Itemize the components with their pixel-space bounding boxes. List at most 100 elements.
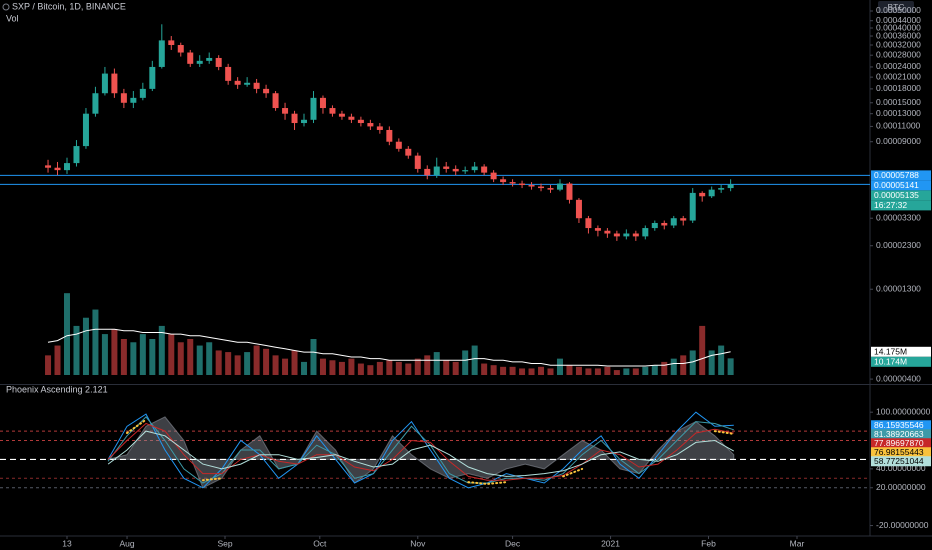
oscillator-value-label: 86.15935546 [874, 420, 924, 430]
candle-body [386, 129, 393, 142]
volume-bar [670, 358, 677, 375]
x-tick-label: Aug [119, 538, 134, 548]
volume-bar [414, 358, 421, 375]
level-label-box [871, 170, 931, 181]
candle-body [547, 188, 554, 190]
candle-body [253, 82, 260, 89]
candle-body [481, 166, 488, 173]
countdown: 16:27:32 [874, 200, 907, 210]
level-label: 0.00005788 [874, 170, 919, 180]
volume-bar [282, 358, 289, 375]
volume-bar [443, 360, 450, 375]
candle-body [263, 88, 270, 94]
x-tick-label: Sep [217, 538, 232, 548]
y-tick-label: 0.00040000 [876, 22, 921, 32]
candle-body [63, 163, 70, 171]
candle-body [699, 192, 706, 197]
candle-body [575, 199, 582, 219]
candle-body [604, 230, 611, 234]
volume-bar [481, 363, 488, 375]
oscillator-value-label-box [871, 429, 931, 440]
candle-body [433, 166, 440, 176]
candle-body [329, 108, 336, 114]
volume-bar [613, 370, 620, 375]
y-tick-label: 0.00021000 [876, 71, 921, 81]
candle-body [120, 93, 127, 103]
candle-body [528, 185, 535, 187]
candle-body [272, 93, 279, 109]
oscillator-value-label: 81.38920663 [874, 429, 924, 439]
candle-body [139, 88, 146, 98]
osc-y-tick-label: -20.00000000 [876, 520, 929, 530]
candle-body [54, 167, 61, 171]
candle-body [490, 172, 497, 180]
volume-bar [452, 361, 459, 375]
volume-ma-line [47, 328, 731, 367]
currency-label[interactable]: BTC [888, 2, 905, 12]
candle-body [101, 73, 108, 94]
volume-bar [718, 345, 725, 375]
volume-bar [490, 365, 497, 375]
currency-button[interactable] [878, 1, 914, 13]
volume-bar [253, 345, 260, 375]
y-tick-label: 0.00024000 [876, 61, 921, 71]
symbol-icon [2, 3, 10, 11]
volume-bar [661, 361, 668, 375]
y-tick-label: 0.00000400 [876, 373, 921, 383]
candle-body [566, 183, 573, 200]
volume-bar [651, 365, 658, 375]
candle-body [718, 188, 725, 190]
volume-bar [680, 355, 687, 375]
volume-bar [92, 309, 99, 375]
candle-body [225, 66, 232, 81]
volume-bar [528, 368, 535, 375]
candle-body [149, 66, 156, 89]
x-tick-label: Oct [313, 538, 327, 548]
volume-bar [405, 363, 412, 375]
x-tick-label: 2021 [601, 538, 620, 548]
level-label-box [871, 180, 931, 191]
volume-bar [263, 348, 270, 375]
candle-body [519, 183, 526, 186]
candle-body [538, 186, 545, 189]
oscillator-value-label-box [871, 447, 931, 458]
x-tick-label: Mar [790, 538, 805, 548]
volume-bar [291, 350, 298, 375]
volume-bar [149, 339, 156, 375]
volume-bar [168, 334, 175, 375]
volume-bar [519, 368, 526, 375]
candle-body [443, 166, 450, 169]
volume-bar [177, 342, 184, 375]
candle-body [291, 113, 298, 124]
candle-body [708, 189, 715, 197]
oscillator-line [126, 418, 735, 486]
volume-bar [120, 339, 127, 375]
volume-bar [395, 361, 402, 375]
candle-body [357, 119, 364, 124]
axes: 0.000500000.000440000.000400000.00036000… [62, 5, 931, 548]
candle-body [689, 192, 696, 221]
x-tick-label: 13 [62, 538, 72, 548]
volume-bar [244, 352, 251, 375]
y-tick-label: 0.00001300 [876, 283, 921, 293]
volume-bar [642, 366, 649, 375]
volume-legend: Vol [6, 13, 19, 23]
volume-bar [187, 339, 194, 375]
y-tick-label: 0.00032000 [876, 39, 921, 49]
osc-y-tick-label: 20.00000000 [876, 482, 926, 492]
volume-bar [158, 325, 165, 375]
volume-bar [329, 360, 336, 375]
volume-bar [708, 350, 715, 375]
volume-bar [433, 352, 440, 375]
volume-bar [101, 334, 108, 375]
oscillator-title: Phoenix Ascending 2.121 [6, 384, 108, 394]
volume-bar [130, 342, 137, 375]
volume-bar [604, 366, 611, 375]
y-tick-label: 0.00044000 [876, 15, 921, 25]
candle-body [500, 179, 507, 183]
volume-bar [54, 345, 61, 375]
candle-body [301, 119, 308, 124]
candle-body [206, 57, 213, 61]
